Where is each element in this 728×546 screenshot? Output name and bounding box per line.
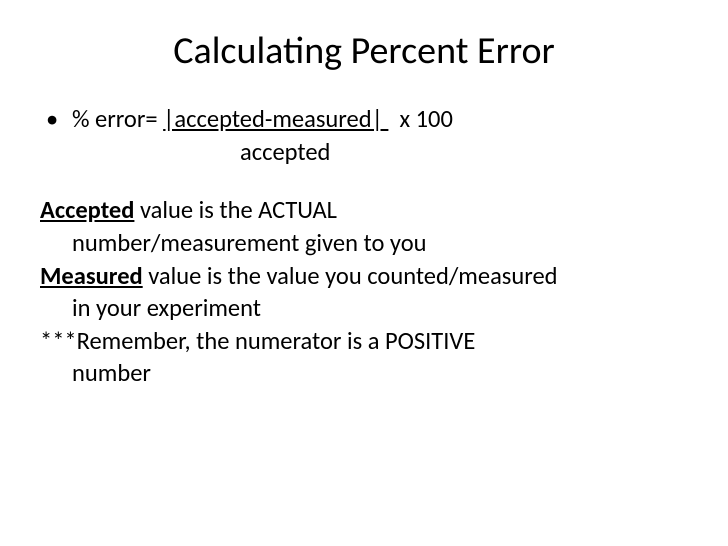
slide-title: Calculating Percent Error xyxy=(40,28,688,74)
formula-suffix: x 100 xyxy=(388,104,452,135)
accepted-line1-rest: value is the ACTUAL xyxy=(134,195,337,225)
accepted-line2: number/measurement given to you xyxy=(40,228,688,259)
slide: Calculating Percent Error • % error= |ac… xyxy=(0,0,728,546)
accepted-term: Accepted xyxy=(40,195,134,225)
slide-content: • % error= |accepted-measured| x 100 acc… xyxy=(40,104,688,389)
measured-line1-rest: value is the value you counted/measured xyxy=(143,261,558,291)
formula-numerator: |accepted-measured| xyxy=(163,104,388,135)
measured-term: Measured xyxy=(40,261,143,291)
accepted-definition: Accepted value is the ACTUAL xyxy=(40,195,688,226)
formula-denominator: accepted xyxy=(40,137,688,168)
reminder-line1: ***Remember, the numerator is a POSITIVE xyxy=(40,326,688,357)
formula-prefix: % error= xyxy=(72,104,163,135)
measured-line2: in your experiment xyxy=(40,293,688,324)
bullet-icon: • xyxy=(40,104,72,135)
formula-row: • % error= |accepted-measured| x 100 xyxy=(40,104,688,135)
formula-line: % error= |accepted-measured| x 100 xyxy=(72,104,453,135)
measured-definition: Measured value is the value you counted/… xyxy=(40,261,688,292)
reminder-line2: number xyxy=(40,358,688,389)
